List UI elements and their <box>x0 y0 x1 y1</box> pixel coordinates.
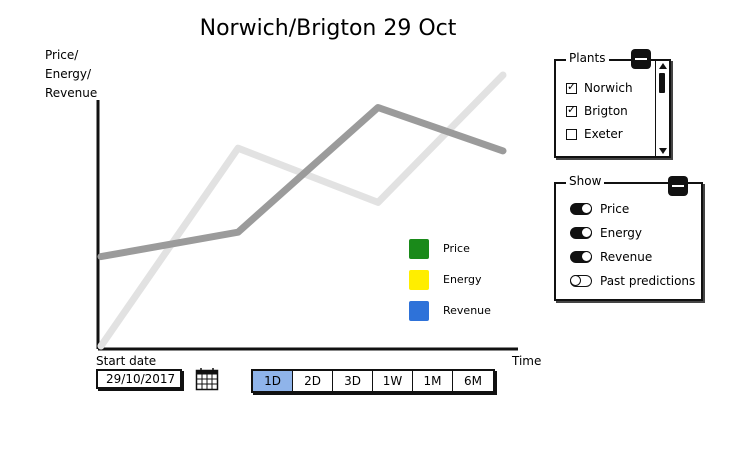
show-item-energy[interactable]: Energy <box>570 226 642 240</box>
show-item-price[interactable]: Price <box>570 202 629 216</box>
scroll-down-icon[interactable] <box>659 148 667 154</box>
legend-label: Price <box>443 242 470 255</box>
range-button-2d[interactable]: 2D <box>293 371 333 391</box>
legend-swatch-revenue <box>409 300 429 321</box>
checkbox-checked-icon[interactable] <box>566 103 577 117</box>
range-button-1m[interactable]: 1M <box>413 371 453 391</box>
plant-item-brigton[interactable]: Brigton <box>566 103 628 118</box>
scroll-thumb[interactable] <box>659 73 665 93</box>
range-button-1d[interactable]: 1D <box>253 371 293 391</box>
range-button-1w[interactable]: 1W <box>373 371 413 391</box>
x-axis-label: Time <box>512 354 542 368</box>
legend-item-revenue: Revenue <box>409 295 491 326</box>
start-date-label: Start date <box>96 354 157 368</box>
range-button-3d[interactable]: 3D <box>333 371 373 391</box>
checkbox-checked-icon[interactable] <box>566 80 577 94</box>
legend-item-energy: Energy <box>409 264 491 295</box>
show-collapse-button[interactable] <box>668 176 688 196</box>
legend-label: Energy <box>443 273 482 286</box>
plant-item-norwich[interactable]: Norwich <box>566 80 633 95</box>
legend-swatch-energy <box>409 269 429 290</box>
toggle-off-icon[interactable] <box>570 275 592 287</box>
scroll-up-icon[interactable] <box>659 63 667 69</box>
plants-panel: Plants Norwich Brigton Exeter <box>554 49 671 158</box>
plants-scrollbar[interactable] <box>655 61 669 156</box>
plant-label: Exeter <box>584 127 623 141</box>
show-item-revenue[interactable]: Revenue <box>570 250 652 264</box>
calendar-icon[interactable] <box>195 367 219 395</box>
plant-item-exeter[interactable]: Exeter <box>566 127 623 141</box>
show-item-past-predictions[interactable]: Past predictions <box>570 274 695 288</box>
toggle-label: Energy <box>600 226 643 240</box>
toggle-label: Price <box>600 202 630 216</box>
legend-item-price: Price <box>409 233 491 264</box>
legend-swatch-price <box>409 238 429 259</box>
plant-label: Brigton <box>584 104 628 118</box>
show-panel: Show Price Energy Revenue Past predictio… <box>554 174 703 301</box>
line-chart <box>96 71 518 351</box>
series-line-1 <box>97 104 507 261</box>
toggle-label: Revenue <box>600 250 653 264</box>
range-button-6m[interactable]: 6M <box>453 371 493 391</box>
toggle-label: Past predictions <box>600 274 696 288</box>
start-date-input[interactable]: 29/10/2017 <box>96 369 182 389</box>
plants-panel-title: Plants <box>566 51 609 65</box>
plant-label: Norwich <box>584 81 633 95</box>
chart-title: Norwich/Brigton 29 Oct <box>199 16 457 41</box>
show-panel-title: Show <box>566 174 605 188</box>
y-axis-label: Price/ Energy/ Revenue <box>45 48 98 100</box>
toggle-on-icon[interactable] <box>570 227 592 239</box>
plants-collapse-button[interactable] <box>631 49 651 69</box>
checkbox-unchecked-icon[interactable] <box>566 128 577 140</box>
toggle-on-icon[interactable] <box>570 203 592 215</box>
toggle-on-icon[interactable] <box>570 251 592 263</box>
time-range-selector: 1D 2D 3D 1W 1M 6M <box>251 369 495 393</box>
legend-label: Revenue <box>443 304 491 317</box>
chart-legend: Price Energy Revenue <box>409 233 491 326</box>
